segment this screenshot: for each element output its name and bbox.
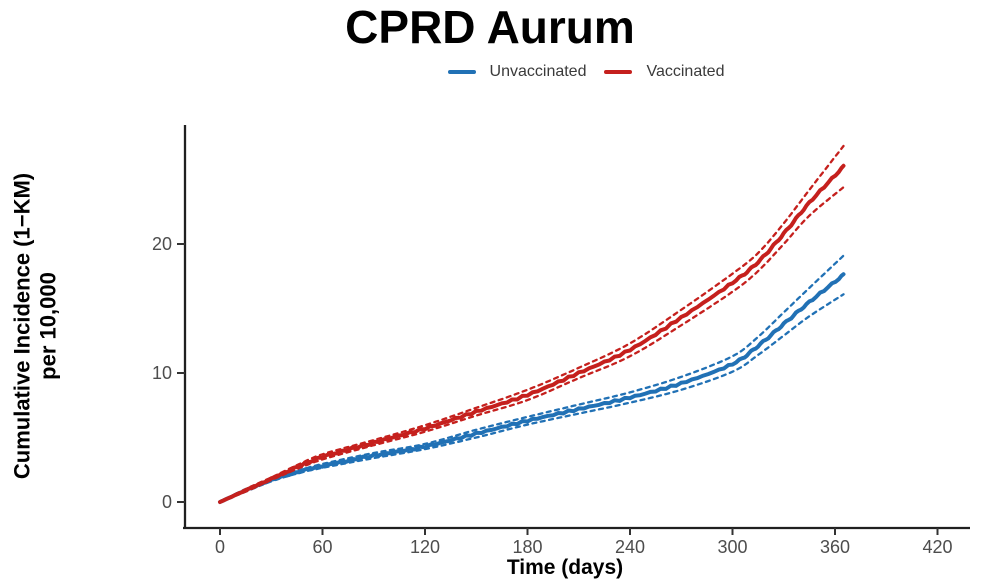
- x-tick-label: 240: [615, 537, 645, 557]
- unvaccinated-line-swatch: [447, 70, 476, 74]
- legend-item-vaccinated: Vaccinated: [604, 63, 724, 81]
- vaccinated-estimate-line: [218, 163, 846, 504]
- legend: Unvaccinated Vaccinated: [0, 63, 1004, 81]
- x-tick-label: 300: [717, 537, 747, 557]
- vaccinated-ci-lower-line: [218, 186, 845, 504]
- x-tick-label: 60: [312, 537, 332, 557]
- x-tick-label: 420: [922, 537, 952, 557]
- unvaccinated-estimate-line: [218, 272, 846, 504]
- vaccinated-line-swatch: [604, 70, 633, 74]
- legend-label-vaccinated: Vaccinated: [646, 63, 725, 80]
- unvaccinated-ci-upper-line: [218, 254, 845, 504]
- legend-label-unvaccinated: Unvaccinated: [489, 63, 587, 80]
- chart-title: CPRD Aurum: [345, 1, 635, 53]
- x-tick-label: 180: [512, 537, 542, 557]
- y-tick-label: 10: [152, 363, 172, 383]
- y-tick-label: 20: [152, 234, 172, 254]
- vaccinated-ci-upper-line: [218, 144, 845, 504]
- y-tick-label: 0: [162, 492, 172, 512]
- x-axis-title: Time (days): [506, 556, 624, 579]
- x-tick-label: 0: [215, 537, 225, 557]
- x-tick-label: 360: [820, 537, 850, 557]
- unvaccinated-ci-lower-line: [218, 293, 845, 504]
- x-tick-label: 120: [410, 537, 440, 557]
- legend-item-unvaccinated: Unvaccinated: [447, 63, 587, 81]
